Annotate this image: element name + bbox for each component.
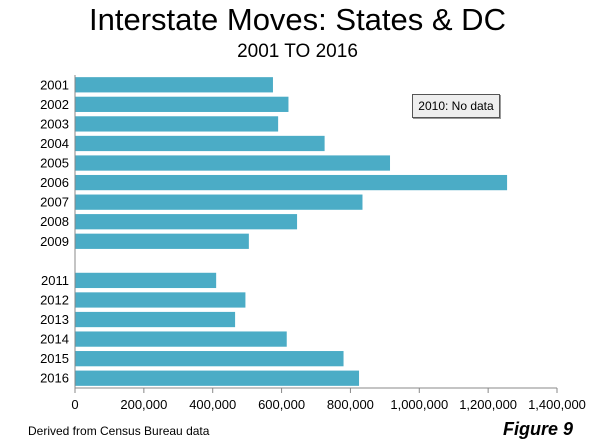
chart-subtitle: 2001 TO 2016 [237, 41, 358, 62]
bar-2004 [75, 135, 325, 152]
x-tick-label: 800,000 [327, 397, 374, 412]
bar-2013 [75, 311, 236, 328]
source-note: Derived from Census Bureau data [28, 424, 210, 438]
category-label-2004: 2004 [40, 136, 69, 151]
x-tick-label: 1,000,000 [390, 397, 448, 412]
x-tick-label: 0 [71, 397, 78, 412]
category-label-2013: 2013 [40, 312, 69, 327]
bar-2007 [75, 194, 363, 210]
category-label-2006: 2006 [40, 175, 69, 190]
category-label-2009: 2009 [40, 234, 69, 249]
bar-2003 [75, 116, 279, 132]
category-label-2002: 2002 [40, 97, 69, 112]
category-label-2005: 2005 [40, 156, 69, 171]
bar-2016 [75, 370, 360, 386]
category-label-2001: 2001 [40, 77, 69, 92]
bar-2008 [75, 214, 298, 230]
bar-2006 [75, 174, 508, 191]
bar-2009 [75, 233, 249, 249]
category-label-2016: 2016 [40, 371, 69, 386]
no-data-annotation: 2010: No data [412, 94, 500, 118]
chart-title: Interstate Moves: States & DC [89, 2, 506, 37]
category-label-2007: 2007 [40, 195, 69, 210]
x-tick-label: 200,000 [120, 397, 167, 412]
bar-2015 [75, 351, 344, 367]
category-label-2003: 2003 [40, 116, 69, 131]
x-tick-label: 1,400,000 [528, 397, 586, 412]
bar-2012 [75, 292, 246, 308]
category-label-2015: 2015 [40, 351, 69, 366]
bar-2014 [75, 331, 287, 347]
category-label-2012: 2012 [40, 292, 69, 307]
bar-2002 [75, 96, 289, 112]
bar-2001 [75, 77, 273, 93]
x-tick-label: 600,000 [258, 397, 305, 412]
figure-label: Figure 9 [502, 419, 573, 439]
category-label-2008: 2008 [40, 214, 69, 229]
bar-2005 [75, 155, 391, 171]
category-label-2011: 2011 [41, 273, 69, 288]
x-tick-label: 400,000 [189, 397, 236, 412]
category-label-2014: 2014 [40, 332, 69, 347]
bar-2011 [75, 272, 217, 289]
x-tick-label: 1,200,000 [459, 397, 517, 412]
